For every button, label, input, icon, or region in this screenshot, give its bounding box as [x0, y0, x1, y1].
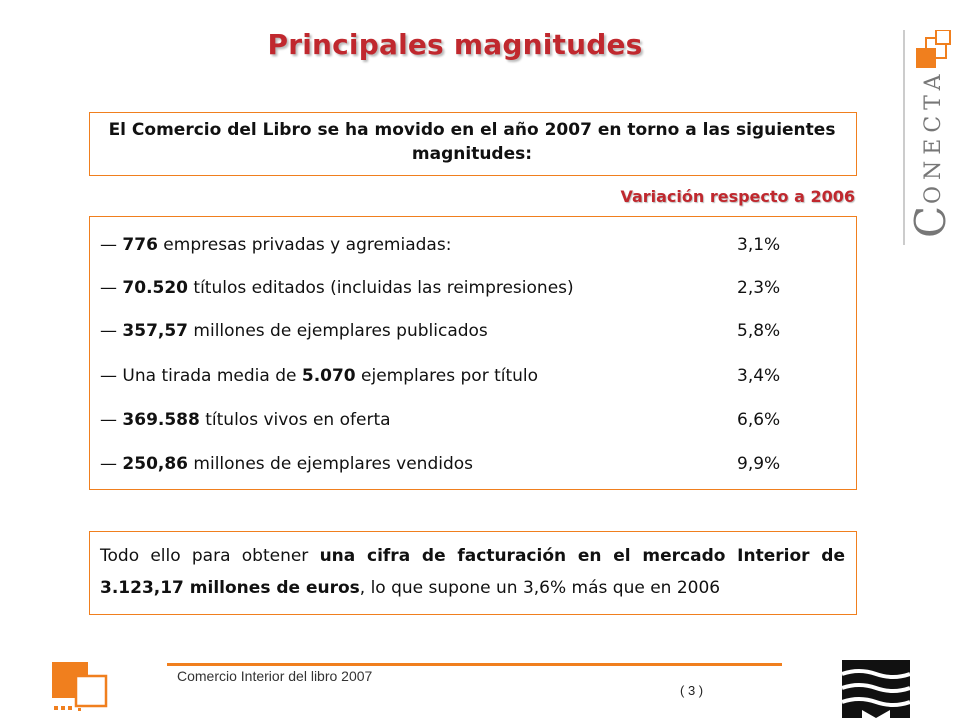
summary-box [89, 531, 857, 615]
intro-box [89, 112, 857, 176]
magnitude-percent: 2,3% [737, 278, 781, 298]
page-number: ( 3 ) [680, 683, 704, 698]
logo-brand: ONECTA [921, 68, 946, 204]
footer-text: Comercio Interior del libro 2007 [177, 668, 373, 684]
magnitude-row: — 776 empresas privadas y agremiadas: 3,… [100, 230, 800, 260]
magnitudes-box [89, 216, 857, 490]
magnitude-value: 70.520 [122, 278, 189, 298]
magnitude-percent: 5,8% [737, 321, 781, 341]
logo-initial: C [906, 206, 955, 238]
magnitude-row: — 70.520 títulos editados (incluidas las… [100, 273, 800, 303]
publisher-logo-icon [842, 660, 910, 718]
page-title: Principales magnitudes [267, 28, 643, 61]
magnitude-value: 250,86 [122, 454, 189, 474]
magnitude-percent: 6,6% [737, 410, 781, 430]
magnitude-row: — Una tirada media de 5.070 ejemplares p… [100, 361, 800, 391]
intro-text: El Comercio del Libro se ha movido en el… [108, 120, 836, 164]
variation-label: Variación respecto a 2006 [620, 187, 855, 206]
magnitude-percent: 9,9% [737, 454, 781, 474]
conecta-logo: C ONECTA [903, 30, 955, 245]
magnitude-value: 357,57 [122, 321, 189, 341]
summary-text: Todo ello para obtener una cifra de fact… [100, 546, 845, 598]
magnitude-row: — 357,57 millones de ejemplares publicad… [100, 316, 800, 346]
magnitude-percent: 3,4% [737, 366, 781, 386]
magnitude-value: 776 [122, 235, 158, 255]
footer-divider [167, 663, 782, 666]
magnitude-value: 5.070 [301, 366, 356, 386]
magnitude-percent: 3,1% [737, 235, 781, 255]
squares-logo-icon [52, 662, 108, 711]
magnitude-row: — 369.588 títulos vivos en oferta 6,6% [100, 405, 800, 435]
magnitude-row: — 250,86 millones de ejemplares vendidos… [100, 449, 800, 479]
summary-highlight: una cifra de facturación en el mercado I… [100, 546, 845, 598]
magnitude-value: 369.588 [122, 410, 200, 430]
